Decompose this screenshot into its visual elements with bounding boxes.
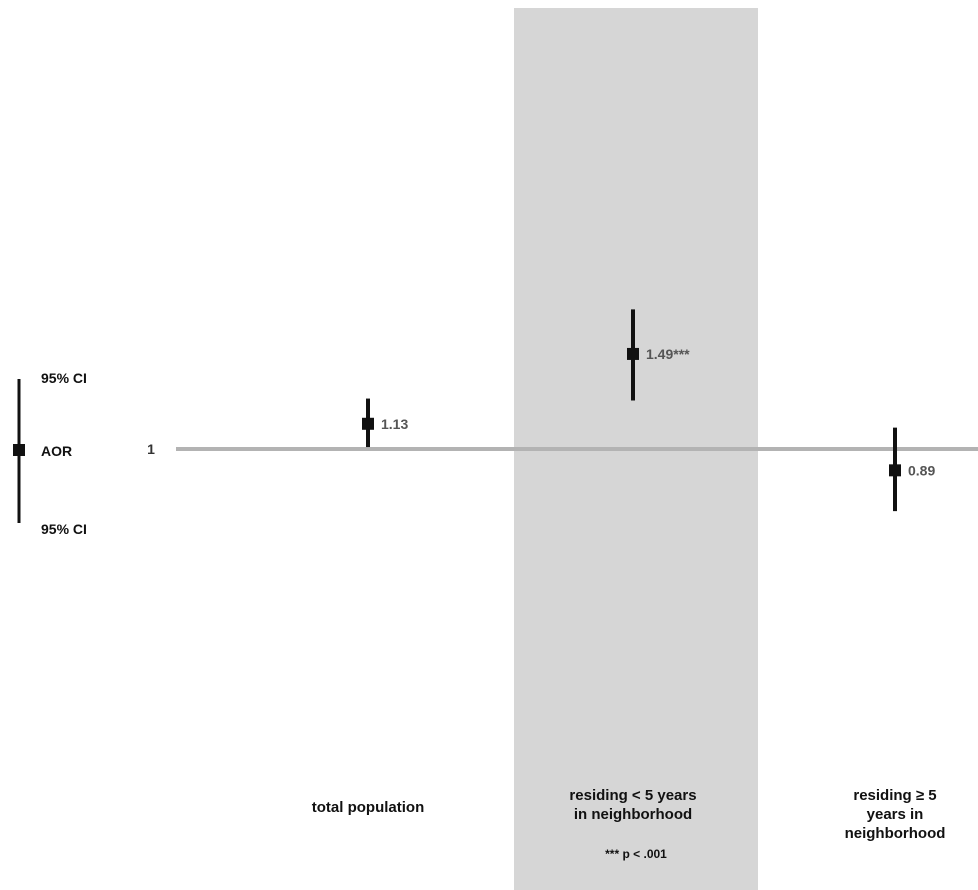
chart-marks: 1.13 1.49*** 0.89 (362, 309, 935, 512)
category-label: neighborhood (845, 825, 946, 842)
category-label: total population (312, 799, 424, 816)
legend-aor-marker (13, 444, 25, 456)
aor-point (889, 464, 901, 477)
legend-lower-ci-label: 95% CI (41, 521, 87, 537)
legend-upper-ci-label: 95% CI (41, 370, 87, 386)
aor-value-label: 1.49*** (646, 346, 690, 362)
reference-line-label: 1 (147, 441, 155, 457)
aor-point (362, 417, 374, 430)
category-label: in neighborhood (574, 806, 692, 823)
category-labels: total population residing < 5 years in nei… (312, 787, 946, 842)
aor-value-label: 0.89 (908, 462, 935, 478)
category-label: years in (867, 806, 924, 823)
aor-value-label: 1.13 (381, 416, 408, 432)
legend: 95% CI AOR 95% CI (13, 370, 87, 537)
category-label: residing ≥ 5 (853, 787, 936, 804)
aor-point (627, 347, 639, 360)
legend-aor-label: AOR (41, 443, 72, 459)
category-label: residing < 5 years (569, 787, 696, 804)
significance-note: *** p < .001 (605, 847, 667, 861)
